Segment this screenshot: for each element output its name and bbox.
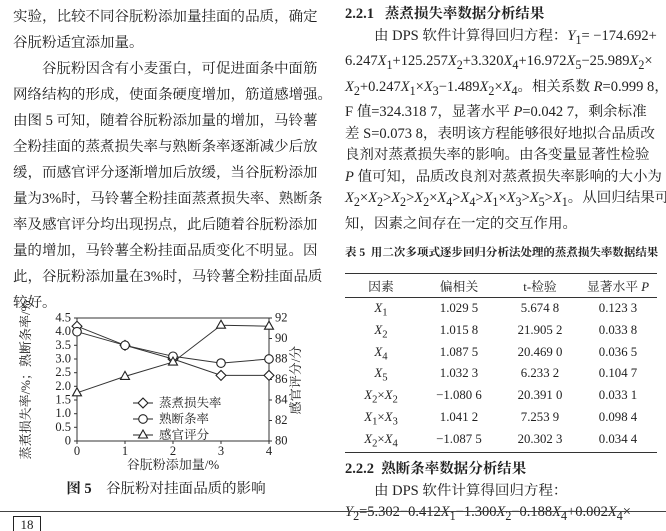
- svg-text:熟断条率: 熟断条率: [159, 412, 210, 426]
- svg-text:3.0: 3.0: [55, 352, 71, 366]
- svg-text:0.5: 0.5: [55, 420, 71, 434]
- svg-text:3: 3: [218, 444, 224, 458]
- svg-text:84: 84: [275, 393, 288, 407]
- svg-text:4.0: 4.0: [55, 324, 71, 338]
- svg-text:蒸煮损失率: 蒸煮损失率: [159, 396, 222, 410]
- svg-text:蒸煮损失率/%；熟断条率/%: 蒸煮损失率/%；熟断条率/%: [18, 300, 33, 459]
- svg-text:感官评分: 感官评分: [159, 428, 210, 442]
- svg-text:2.5: 2.5: [55, 365, 71, 379]
- svg-text:1: 1: [122, 444, 128, 458]
- svg-text:图 5 谷朊粉对挂面品质的影响: 图 5 谷朊粉对挂面品质的影响: [66, 480, 265, 497]
- svg-text:4.5: 4.5: [55, 311, 71, 325]
- svg-text:0: 0: [74, 444, 80, 458]
- svg-text:90: 90: [275, 331, 288, 345]
- svg-text:4: 4: [266, 444, 273, 458]
- svg-text:92: 92: [275, 311, 288, 325]
- svg-text:1.5: 1.5: [55, 393, 71, 407]
- svg-text:感官评分/分: 感官评分/分: [288, 346, 303, 415]
- svg-text:0: 0: [65, 434, 71, 448]
- svg-text:谷朊粉添加量/%: 谷朊粉添加量/%: [127, 457, 220, 472]
- svg-text:3.5: 3.5: [55, 338, 71, 352]
- svg-text:86: 86: [275, 372, 288, 386]
- svg-text:82: 82: [275, 413, 288, 427]
- svg-text:1.0: 1.0: [55, 406, 71, 420]
- svg-text:88: 88: [275, 352, 288, 366]
- svg-text:2.0: 2.0: [55, 379, 71, 393]
- svg-text:80: 80: [275, 434, 288, 448]
- svg-text:2: 2: [170, 444, 176, 458]
